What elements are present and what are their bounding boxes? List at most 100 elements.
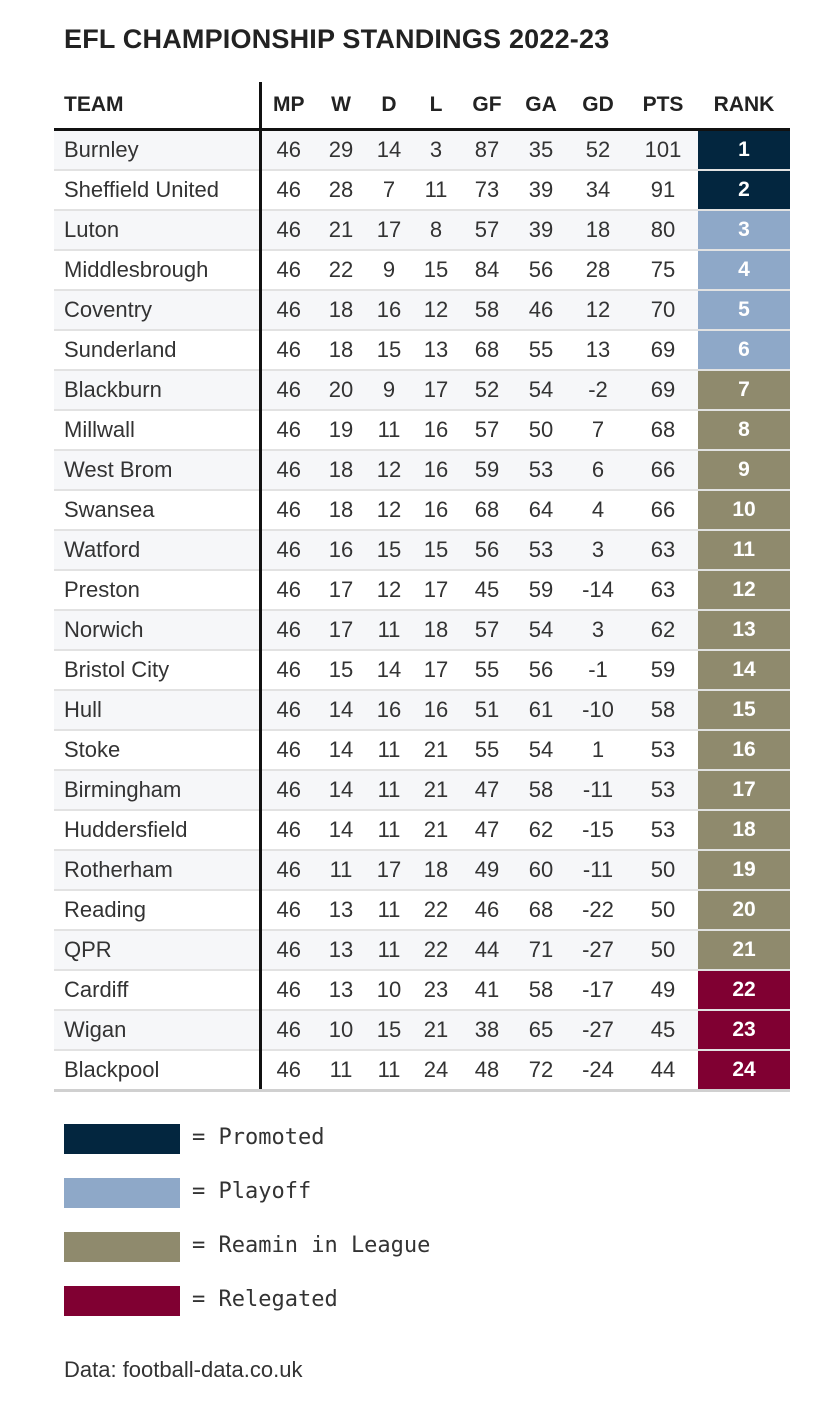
cell-pts: 75: [628, 250, 698, 291]
cell-ga: 55: [514, 330, 568, 371]
cell-team: Bristol City: [54, 650, 262, 691]
cell-pts: 58: [628, 690, 698, 731]
cell-w: 18: [316, 290, 366, 331]
cell-rank: 15: [698, 690, 790, 731]
cell-gf: 58: [460, 290, 514, 331]
cell-gd: -24: [568, 1050, 628, 1092]
cell-team: Huddersfield: [54, 810, 262, 851]
cell-l: 17: [412, 570, 460, 611]
cell-d: 16: [366, 290, 412, 331]
table-row: Wigan 46 10 15 21 38 65 -27 45 23: [54, 1010, 790, 1051]
table-row: Coventry 46 18 16 12 58 46 12 70 5: [54, 290, 790, 331]
cell-w: 18: [316, 490, 366, 531]
table-row: Stoke 46 14 11 21 55 54 1 53 16: [54, 730, 790, 771]
cell-l: 13: [412, 330, 460, 371]
cell-l: 16: [412, 490, 460, 531]
table-row: Burnley 46 29 14 3 87 35 52 101 1: [54, 129, 790, 171]
cell-mp: 46: [260, 930, 316, 971]
cell-team: Watford: [54, 530, 262, 571]
cell-ga: 64: [514, 490, 568, 531]
cell-team: Sunderland: [54, 330, 262, 371]
cell-l: 17: [412, 650, 460, 691]
cell-team: Reading: [54, 890, 262, 931]
cell-gd: 12: [568, 290, 628, 331]
cell-gd: 7: [568, 410, 628, 451]
cell-w: 13: [316, 970, 366, 1011]
cell-w: 16: [316, 530, 366, 571]
cell-gf: 68: [460, 330, 514, 371]
table-row: Blackburn 46 20 9 17 52 54 -2 69 7: [54, 370, 790, 411]
cell-rank: 14: [698, 650, 790, 691]
cell-gd: 18: [568, 210, 628, 251]
table-row: Watford 46 16 15 15 56 53 3 63 11: [54, 530, 790, 571]
cell-gd: -22: [568, 890, 628, 931]
cell-d: 9: [366, 370, 412, 411]
cell-l: 12: [412, 290, 460, 331]
cell-l: 21: [412, 1010, 460, 1051]
cell-mp: 46: [260, 970, 316, 1011]
cell-team: West Brom: [54, 450, 262, 491]
cell-l: 18: [412, 610, 460, 651]
cell-team: Burnley: [54, 129, 262, 171]
cell-w: 11: [316, 850, 366, 891]
cell-d: 11: [366, 410, 412, 451]
cell-team: Swansea: [54, 490, 262, 531]
cell-gf: 73: [460, 170, 514, 211]
cell-rank: 18: [698, 810, 790, 851]
cell-pts: 66: [628, 450, 698, 491]
cell-pts: 53: [628, 770, 698, 811]
cell-gf: 56: [460, 530, 514, 571]
cell-d: 11: [366, 890, 412, 931]
cell-ga: 54: [514, 610, 568, 651]
table-row: Luton 46 21 17 8 57 39 18 80 3: [54, 210, 790, 251]
cell-mp: 46: [260, 570, 316, 611]
cell-gf: 87: [460, 129, 514, 171]
cell-gf: 44: [460, 930, 514, 971]
column-header-w: W: [316, 82, 366, 131]
table-row: Rotherham 46 11 17 18 49 60 -11 50 19: [54, 850, 790, 891]
table-row: Cardiff 46 13 10 23 41 58 -17 49 22: [54, 970, 790, 1011]
cell-gf: 57: [460, 410, 514, 451]
cell-mp: 46: [260, 770, 316, 811]
standings-table: TEAM MP W D L GF GA GD PTS RANK Burnley 4…: [54, 82, 790, 1092]
cell-w: 21: [316, 210, 366, 251]
cell-ga: 53: [514, 530, 568, 571]
table-row: Bristol City 46 15 14 17 55 56 -1 59 14: [54, 650, 790, 691]
column-header-d: D: [366, 82, 412, 131]
cell-pts: 101: [628, 129, 698, 171]
cell-rank: 24: [698, 1050, 790, 1092]
cell-ga: 60: [514, 850, 568, 891]
cell-pts: 59: [628, 650, 698, 691]
cell-ga: 53: [514, 450, 568, 491]
cell-l: 16: [412, 410, 460, 451]
cell-gf: 49: [460, 850, 514, 891]
cell-team: QPR: [54, 930, 262, 971]
cell-team: Luton: [54, 210, 262, 251]
cell-l: 16: [412, 690, 460, 731]
cell-pts: 68: [628, 410, 698, 451]
cell-ga: 56: [514, 250, 568, 291]
cell-gf: 84: [460, 250, 514, 291]
table-row: Huddersfield 46 14 11 21 47 62 -15 53 18: [54, 810, 790, 851]
cell-ga: 56: [514, 650, 568, 691]
cell-gd: 52: [568, 129, 628, 171]
cell-mp: 46: [260, 1050, 316, 1092]
cell-ga: 35: [514, 129, 568, 171]
cell-team: Blackpool: [54, 1050, 262, 1092]
cell-l: 23: [412, 970, 460, 1011]
cell-team: Coventry: [54, 290, 262, 331]
cell-gf: 47: [460, 770, 514, 811]
cell-ga: 39: [514, 210, 568, 251]
cell-gf: 41: [460, 970, 514, 1011]
cell-gd: -10: [568, 690, 628, 731]
cell-l: 11: [412, 170, 460, 211]
cell-gd: 1: [568, 730, 628, 771]
cell-gd: 13: [568, 330, 628, 371]
cell-gd: -27: [568, 930, 628, 971]
cell-gf: 38: [460, 1010, 514, 1051]
cell-d: 15: [366, 330, 412, 371]
cell-gf: 48: [460, 1050, 514, 1092]
cell-mp: 46: [260, 850, 316, 891]
legend-swatch: [64, 1178, 180, 1208]
cell-gd: -27: [568, 1010, 628, 1051]
